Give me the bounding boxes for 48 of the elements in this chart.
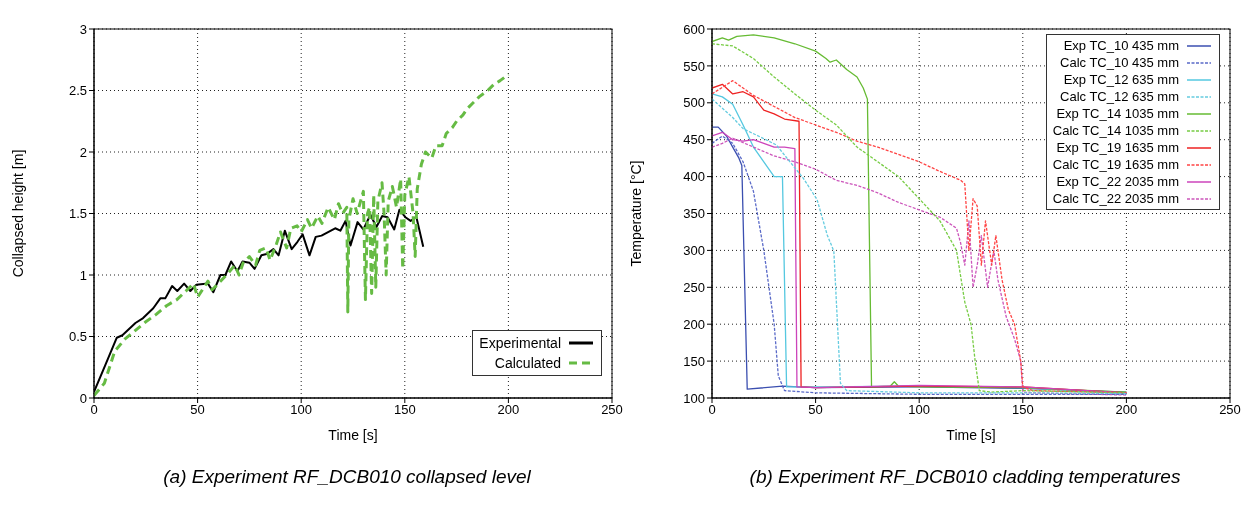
y-tick-label: 300 <box>683 243 705 259</box>
y-tick-label: 1.5 <box>68 206 87 222</box>
x-tick-label: 250 <box>601 402 623 418</box>
y-tick-label: 200 <box>683 316 705 332</box>
x-axis-title: Time [s] <box>328 427 378 443</box>
x-tick-label: 50 <box>190 402 205 418</box>
y-tick-label: 3 <box>79 21 87 37</box>
y-tick-label: 1 <box>79 267 87 283</box>
y-tick-label: 250 <box>683 279 705 295</box>
x-tick-label: 100 <box>290 402 313 418</box>
x-tick-label: 150 <box>393 402 416 418</box>
y-tick-label: 2.5 <box>68 83 87 99</box>
y-tick-label: 0.5 <box>68 329 87 345</box>
y-tick-label: 450 <box>683 132 705 148</box>
y-tick-label: 0 <box>79 390 87 406</box>
legend-label: Exp TC_22 2035 mm <box>1056 173 1179 190</box>
y-tick-label: 400 <box>683 169 705 185</box>
x-tick-label: 200 <box>1115 402 1138 418</box>
legend-label: Calc TC_12 635 mm <box>1060 88 1179 105</box>
legend-label: Exp TC_14 1035 mm <box>1056 105 1179 122</box>
legend-label: Experimental <box>479 334 561 353</box>
legend-label: Calculated <box>494 354 561 373</box>
legend-label: Exp TC_10 435 mm <box>1063 37 1179 54</box>
y-tick-label: 600 <box>683 21 705 37</box>
y-tick-label: 500 <box>683 95 705 111</box>
y-tick-label: 100 <box>683 390 705 406</box>
legend-label: Calc TC_10 435 mm <box>1060 54 1179 71</box>
x-tick-label: 150 <box>1011 402 1034 418</box>
x-tick-label: 200 <box>497 402 520 418</box>
y-tick-label: 350 <box>683 206 705 222</box>
legend-label: Calc TC_14 1035 mm <box>1052 122 1179 139</box>
legend-label: Calc TC_19 1635 mm <box>1052 156 1179 173</box>
x-tick-label: 100 <box>908 402 931 418</box>
text: (a) Experiment RF_DCB010 collapsed level <box>162 466 532 488</box>
y-axis-title: Collapsed height [m] <box>9 149 26 278</box>
y-tick-label: 550 <box>683 58 705 74</box>
y-tick-label: 150 <box>683 353 705 369</box>
x-tick-label: 0 <box>708 402 716 418</box>
x-tick-label: 250 <box>1219 402 1241 418</box>
legend-label: Exp TC_19 1635 mm <box>1056 139 1179 156</box>
y-axis-title: Temperature [°C] <box>627 160 644 267</box>
y-tick-label: 2 <box>79 144 87 160</box>
legend-label: Calc TC_22 2035 mm <box>1052 190 1179 207</box>
legend-label: Exp TC_12 635 mm <box>1063 71 1179 88</box>
x-tick-label: 0 <box>90 402 98 418</box>
text: (b) Experiment RF_DCB010 cladding temperatures <box>748 466 1182 488</box>
x-axis-title: Time [s] <box>946 427 996 443</box>
x-tick-label: 50 <box>808 402 823 418</box>
